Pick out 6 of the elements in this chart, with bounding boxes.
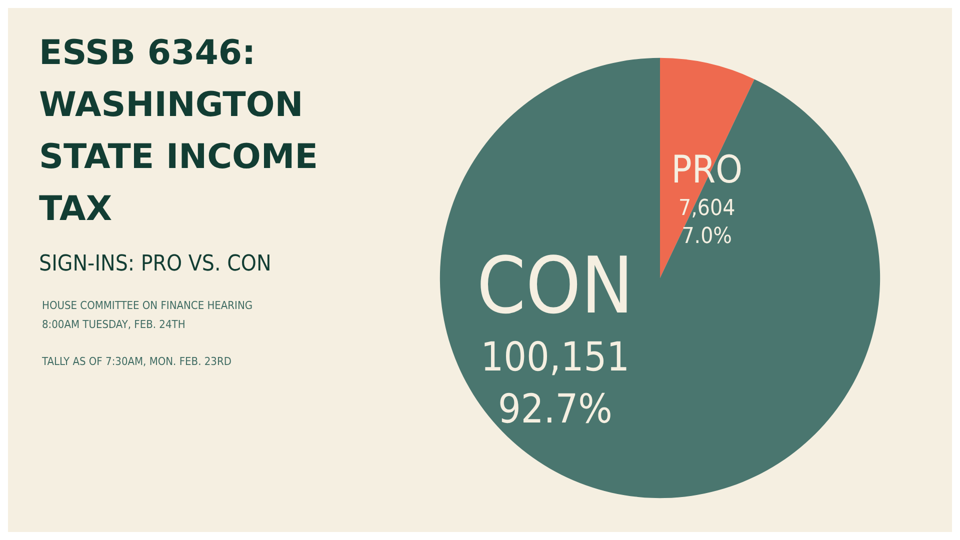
text: SIGN-INS: PRO VS. CON [39,252,272,276]
slice-label: CON [476,241,634,332]
text: TALLY AS OF 7:30AM, MON. FEB. 23RD [41,355,232,368]
text: ESSB 6346: WASHINGTON STATE INCOME TAX [39,33,330,229]
data-label: 100,151 92.7% [480,334,630,432]
text: HOUSE COMMITTEE ON FINANCE HEARING 8:00AM TUESDAY, FEB. 24TH [42,299,253,331]
